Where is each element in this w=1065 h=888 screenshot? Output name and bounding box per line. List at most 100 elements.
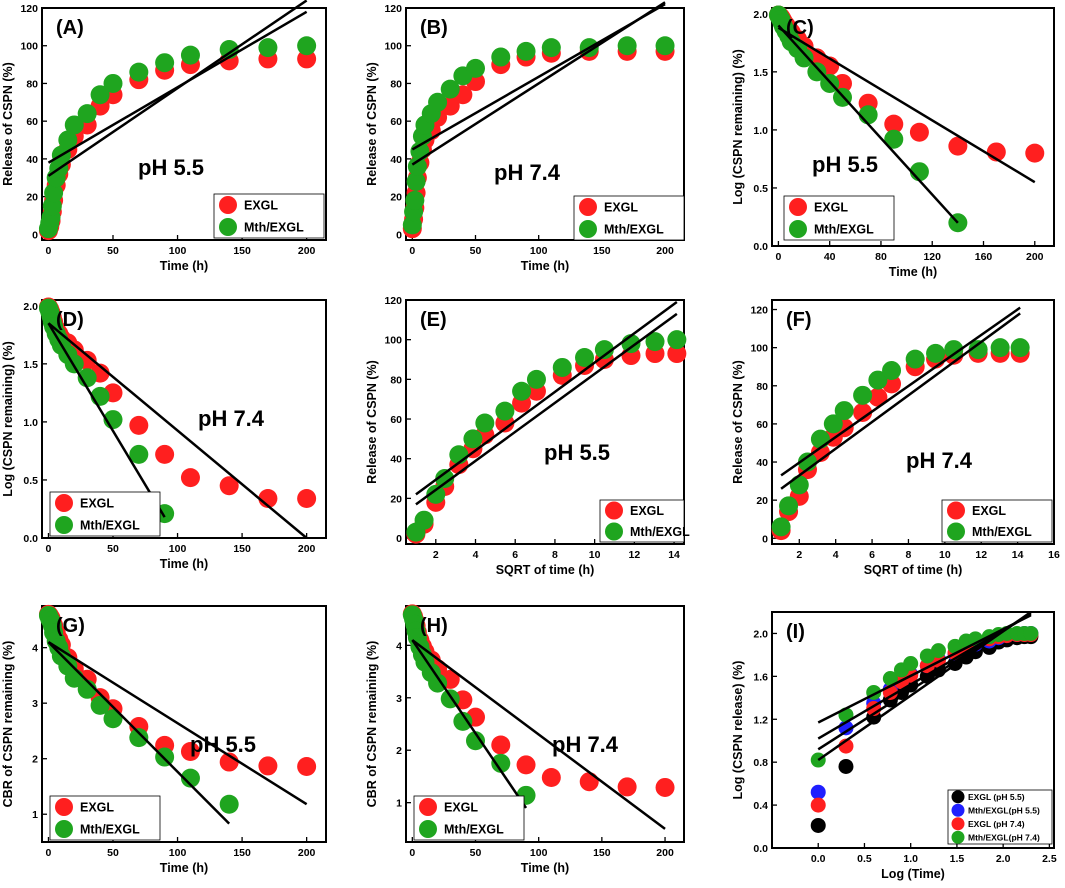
y-tick-label: 60	[390, 116, 402, 128]
ph-annotation: pH 5.5	[138, 155, 204, 180]
data-point-mth-exgl-11	[453, 711, 473, 731]
data-point-mth-exgl-13	[129, 444, 149, 464]
y-tick-label: 0	[396, 533, 402, 545]
data-point-mth-exgl-3	[435, 469, 455, 489]
data-point-exgl-ph-5-5--0	[810, 817, 826, 833]
panel-label: (E)	[420, 309, 447, 331]
data-point-mth-exgl-1	[779, 496, 799, 516]
fit-line-0	[47, 641, 308, 806]
x-tick-label: 200	[1026, 251, 1044, 263]
data-point-mth-exgl-9	[526, 369, 546, 389]
legend-marker	[219, 196, 237, 214]
panel-label: (G)	[56, 615, 85, 637]
legend-marker	[951, 803, 965, 817]
legend-label: Mth/EXGL	[814, 223, 874, 237]
x-tick-label: 100	[169, 847, 187, 859]
data-point-mth-exgl-6	[475, 413, 495, 433]
panel-label: (I)	[786, 621, 805, 643]
data-point-mth-exgl-16	[219, 794, 239, 814]
x-axis-label: SQRT of time (h)	[496, 563, 595, 577]
y-tick-label: 0.0	[753, 241, 768, 253]
data-point-mth-exgl-15	[1010, 338, 1030, 358]
y-axis-label: Log (CSPN remaining) (%)	[731, 49, 745, 205]
x-tick-label: 200	[656, 847, 674, 859]
x-tick-label: 200	[298, 245, 316, 257]
data-point-exgl-18	[1025, 143, 1045, 163]
data-point-exgl-17	[258, 756, 278, 776]
data-point-mth-exgl-ph-5-5--0	[810, 784, 826, 800]
data-point-mth-exgl-ph-7-4--5	[903, 655, 919, 671]
legend-label: EXGL	[630, 504, 664, 518]
data-point-mth-exgl-15	[180, 768, 200, 788]
data-point-exgl-15	[180, 741, 200, 761]
fit-line-0	[415, 312, 678, 506]
y-tick-label: 0	[762, 533, 768, 545]
x-tick-label: 50	[107, 543, 119, 555]
y-tick-label: 80	[390, 78, 402, 90]
y-tick-label: 80	[390, 374, 402, 386]
y-tick-label: 2.0	[753, 628, 768, 640]
fit-line-1	[780, 306, 1021, 477]
x-tick-label: 50	[107, 847, 119, 859]
data-point-exgl-18	[297, 489, 317, 509]
panel-d: 0 50 100 150 200 0.0 0.5 1.0 1.5 2.0 Time (h) Log (…	[1, 297, 327, 571]
panel-c: 0 40 80 120 160 200 0.0 0.5 1.0 1.5 2.0 Time (h) Log…	[731, 5, 1055, 279]
data-point-exgl-16	[219, 476, 239, 496]
y-axis-label: Release of CSPN (%)	[365, 62, 379, 186]
data-point-mth-exgl-12	[466, 58, 485, 78]
data-point-mth-exgl-6	[834, 401, 854, 421]
y-tick-label: 0.8	[753, 757, 768, 769]
data-point-mth-exgl-10	[77, 104, 97, 124]
legend-box	[947, 789, 1053, 845]
panel-label: (A)	[56, 17, 84, 39]
data-point-mth-exgl-2	[405, 190, 425, 210]
x-tick-label: 14	[1012, 549, 1024, 561]
data-point-exgl-16	[948, 136, 968, 156]
data-point-mth-exgl-12	[466, 731, 485, 751]
legend-label: Mth/EXGL(pH 5.5)	[968, 805, 1040, 815]
data-point-mth-exgl-17	[617, 36, 637, 56]
data-point-exgl-13	[491, 735, 511, 755]
x-tick-label: 150	[593, 847, 611, 859]
data-point-mth-exgl-10	[440, 79, 460, 99]
y-tick-label: 120	[20, 3, 38, 15]
fit-line-2	[817, 613, 1032, 740]
legend-marker	[947, 522, 965, 541]
legend-marker	[55, 494, 73, 512]
legend-marker	[951, 830, 965, 844]
y-tick-label: 2.0	[23, 301, 38, 313]
x-tick-label: 100	[169, 245, 187, 257]
y-tick-label: 0	[32, 229, 38, 241]
y-tick-label: 20	[756, 495, 768, 507]
x-tick-label: 150	[593, 245, 611, 257]
y-tick-label: 20	[26, 192, 38, 204]
x-tick-label: 0	[409, 847, 415, 859]
y-tick-label: 1	[32, 809, 38, 821]
x-tick-label: 8	[906, 549, 912, 561]
data-point-mth-exgl-11	[575, 348, 595, 368]
y-tick-label: 0.0	[23, 533, 38, 545]
data-point-mth-exgl-13	[491, 753, 511, 773]
y-tick-label: 100	[750, 343, 768, 355]
legend-marker	[419, 798, 437, 816]
data-point-mth-exgl-12	[944, 340, 964, 360]
x-tick-label: 2.5	[1042, 853, 1057, 865]
panel-label: (F)	[786, 309, 812, 331]
x-tick-label: 6	[512, 549, 518, 561]
legend-marker	[605, 501, 623, 520]
x-tick-label: 1.5	[950, 853, 965, 865]
x-tick-label: 0.0	[811, 853, 826, 865]
data-point-exgl-15	[909, 122, 929, 142]
x-axis-label: Time (h)	[521, 259, 569, 273]
y-tick-label: 0.4	[753, 800, 768, 812]
panel-i: 0.0 0.5 1.0 1.5 2.0 2.5 0.0 0.4 0.8 1.2 1.6 2.0 Log …	[731, 610, 1057, 881]
y-tick-label: 4	[32, 643, 38, 655]
y-tick-label: 40	[390, 154, 402, 166]
data-point-mth-exgl-14	[645, 332, 665, 352]
data-point-mth-exgl-11	[90, 695, 110, 715]
legend-label: EXGL	[604, 201, 638, 215]
data-point-mth-exgl-9	[428, 92, 448, 112]
x-tick-label: 160	[975, 251, 993, 263]
panel-label: (H)	[420, 615, 448, 637]
y-tick-label: 4	[396, 640, 402, 652]
